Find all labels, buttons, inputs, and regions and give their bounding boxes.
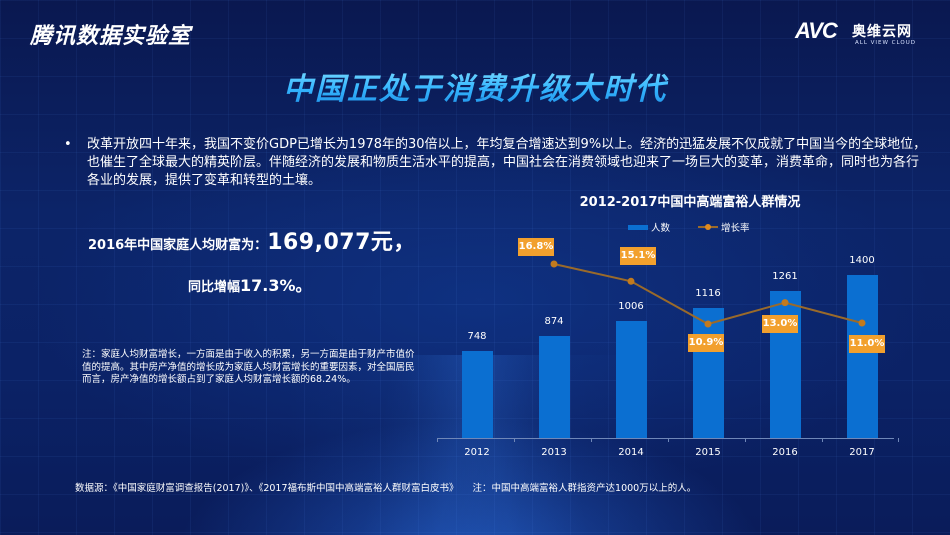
chart-bar: [846, 275, 878, 438]
legend-line-swatch-icon: [698, 224, 719, 230]
source-note: 注：中国中高端富裕人群指资产达1000万以上的人。: [472, 483, 697, 494]
intro-paragraph: 改革开放四十年来，我国不变价GDP已增长为1978年的30倍以上，年均复合增速达…: [87, 137, 927, 188]
line-point-marker: [704, 320, 712, 328]
x-axis-label: 2017: [849, 447, 875, 458]
legend-item-growth: 增长率: [721, 223, 750, 234]
bullet-icon: •: [64, 137, 72, 152]
chart-bar: [538, 336, 570, 438]
logo-name-cn: 奥维云网: [852, 24, 912, 40]
x-axis-label: 2012: [464, 447, 490, 458]
x-axis-tick: [822, 438, 823, 442]
x-axis-tick: [898, 438, 899, 442]
x-axis-label: 2014: [618, 447, 644, 458]
source-text: 数据源：《中国家庭财富调查报告(2017)》、《2017福布斯中国中高端富裕人群…: [75, 483, 459, 494]
x-axis-tick: [668, 438, 669, 442]
x-axis-tick: [437, 438, 438, 442]
bar-value-label: 1261: [772, 271, 798, 283]
bar-value-label: 748: [467, 330, 487, 342]
chart-bar: [615, 320, 647, 438]
line-point-marker: [781, 299, 789, 307]
wealth-highlight: 2016年中国家庭人均财富为：169,077元，: [88, 224, 416, 256]
bar-value-label: 1006: [618, 300, 644, 312]
growth-rate-label: 11.0%: [849, 335, 885, 353]
logo-mark: AVC: [795, 18, 838, 43]
page-title: 中国正处于消费升级大时代: [0, 64, 950, 108]
x-axis-tick: [745, 438, 746, 442]
logo-name-en: ALL VIEW CLOUD: [855, 40, 916, 46]
wealth-value: 169,077元，: [267, 230, 416, 255]
x-axis-tick: [591, 438, 592, 442]
x-axis-tick: [514, 438, 515, 442]
chart-legend: 人数 增长率: [628, 220, 750, 234]
chart-title: 2012-2017中国中高端富裕人群情况: [579, 195, 801, 210]
chart-bar: [461, 350, 493, 438]
x-axis-label: 2013: [541, 447, 567, 458]
growth-rate-label: 13.0%: [762, 315, 798, 333]
data-source: 数据源：《中国家庭财富调查报告(2017)》、《2017福布斯中国中高端富裕人群…: [75, 480, 696, 494]
line-point-marker: [550, 260, 558, 268]
brand-title: 腾讯数据实验室: [30, 24, 192, 49]
bar-value-label: 874: [544, 316, 564, 328]
x-axis-label: 2016: [772, 447, 798, 458]
growth-rate-label: 16.8%: [518, 238, 554, 256]
growth-value: 17.3%。: [240, 276, 312, 295]
bar-value-label: 1400: [849, 255, 875, 267]
line-point-marker: [858, 319, 866, 327]
bar-value-label: 1116: [695, 288, 721, 300]
legend-bar-swatch-icon: [628, 224, 648, 230]
x-axis-label: 2015: [695, 447, 721, 458]
growth-highlight: 同比增幅17.3%。: [188, 272, 312, 296]
growth-rate-label: 15.1%: [620, 247, 656, 265]
legend-item-people: 人数: [651, 223, 671, 234]
avc-logo: AVC 奥维云网 ALL VIEW CLOUD: [795, 18, 935, 48]
line-point-marker: [627, 277, 635, 285]
wealth-label: 2016年中国家庭人均财富为：: [88, 238, 268, 253]
growth-rate-label: 10.9%: [688, 334, 724, 352]
wealth-note: 注：家庭人均财富增长，一方面是由于收入的积累，另一方面是由于财产市值价值的提高。…: [82, 349, 415, 385]
x-axis-line: [437, 438, 894, 439]
chart-bar: [692, 308, 724, 438]
growth-label: 同比增幅: [188, 280, 241, 295]
